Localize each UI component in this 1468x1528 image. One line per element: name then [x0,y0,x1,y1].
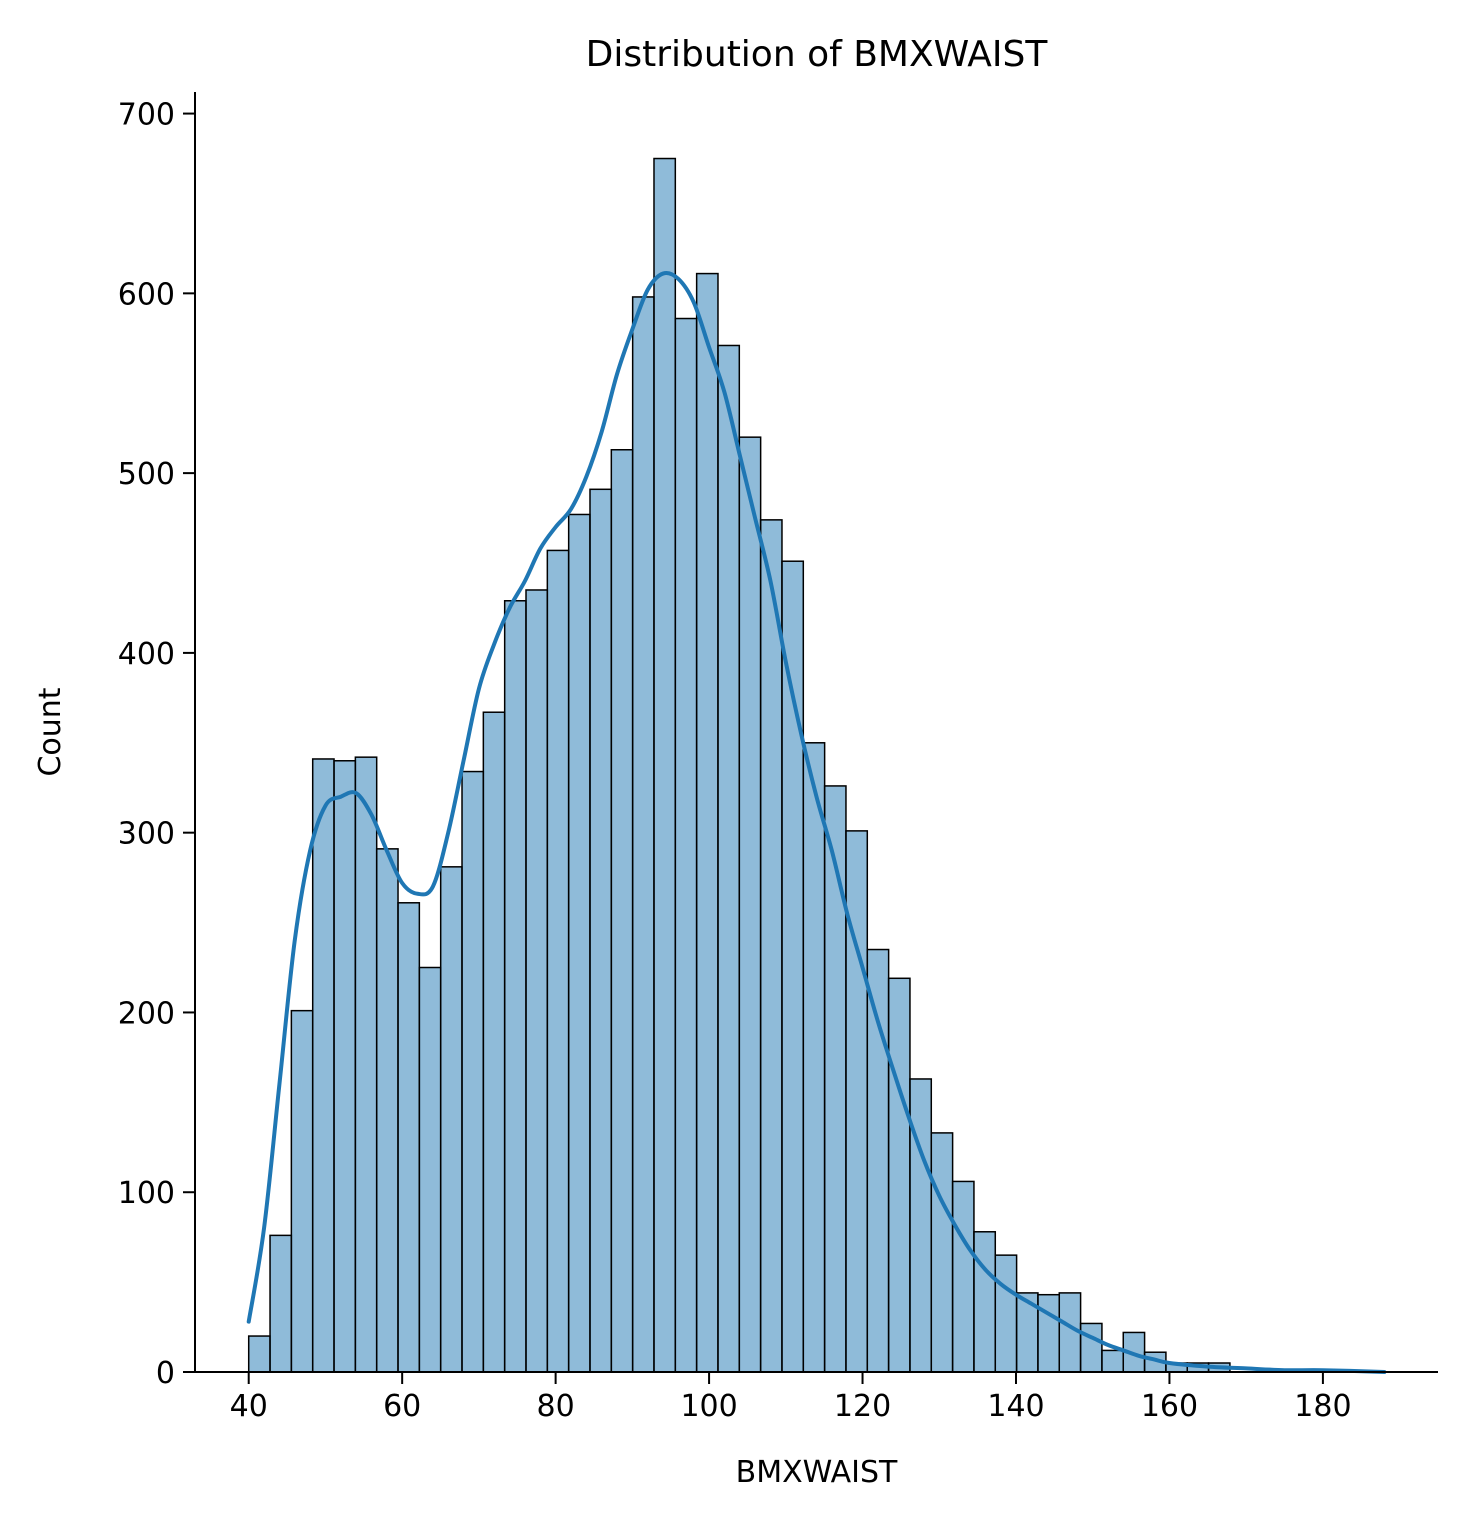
histogram-bar [631,296,655,1373]
x-tick-label: 40 [230,1389,268,1424]
histogram-bar [845,830,869,1373]
kde-line [246,270,1387,1374]
x-tick-label: 180 [1294,1389,1351,1424]
y-axis-title: Count [33,687,68,776]
x-tick-label: 60 [383,1389,421,1424]
histogram-bar [674,317,698,1373]
histogram-bar [1101,1349,1125,1373]
chart-title: Distribution of BMXWAIST [586,34,1049,75]
y-tick-label: 300 [118,817,175,852]
histogram-bar [738,436,762,1373]
y-tick-label: 200 [118,996,175,1031]
histogram-bar [994,1254,1018,1373]
histogram-bar [439,866,463,1373]
y-axis-ticks: 0 100 200 300 400 500 600 700 [118,98,195,1391]
histogram-bar [290,1009,314,1373]
histogram-bar [866,948,890,1373]
y-tick-label: 600 [118,277,175,312]
histogram-bars [247,157,1231,1373]
x-tick-label: 160 [1141,1389,1198,1424]
histogram-bar [354,756,378,1373]
y-tick-label: 400 [118,637,175,672]
histogram-bar [269,1234,293,1373]
histogram-bar [461,770,485,1373]
histogram-bar [397,902,421,1373]
y-tick-label: 0 [156,1356,175,1391]
x-tick-label: 140 [987,1389,1044,1424]
histogram-bar [695,272,719,1373]
y-tick-label: 500 [118,457,175,492]
histogram-bar [567,513,591,1373]
histogram-bar [717,344,741,1373]
histogram-bar [482,711,506,1373]
histogram-bar [802,742,826,1373]
histogram-bar [247,1335,271,1373]
histogram-bar [333,760,357,1373]
x-tick-label: 80 [537,1389,575,1424]
histogram-bar [589,488,613,1373]
histogram-bar [418,966,442,1373]
histogram-bar [1037,1293,1061,1373]
y-tick-label: 700 [118,98,175,133]
histogram-bar [823,785,847,1373]
histogram-bar [887,977,911,1373]
histogram-bar [610,449,634,1373]
histogram-bar [525,589,549,1373]
histogram-bar [1079,1322,1103,1373]
histogram-bar [951,1180,975,1373]
x-tick-label: 120 [834,1389,891,1424]
x-axis-title: BMXWAIST [736,1455,898,1490]
histogram-bar [546,549,570,1373]
histogram-bar [781,560,805,1373]
x-axis-ticks: 40 60 80 100 120 140 160 180 [230,1372,1352,1424]
histogram-bar [503,600,527,1373]
y-tick-label: 100 [118,1176,175,1211]
x-tick-label: 100 [680,1389,737,1424]
histogram-bar [973,1231,997,1373]
histogram-bar [653,157,677,1373]
histogram-bar [375,848,399,1373]
histogram-bar [909,1078,933,1373]
histogram-bar [759,519,783,1373]
histogram-bar [930,1132,954,1373]
histogram-bar [311,758,335,1373]
